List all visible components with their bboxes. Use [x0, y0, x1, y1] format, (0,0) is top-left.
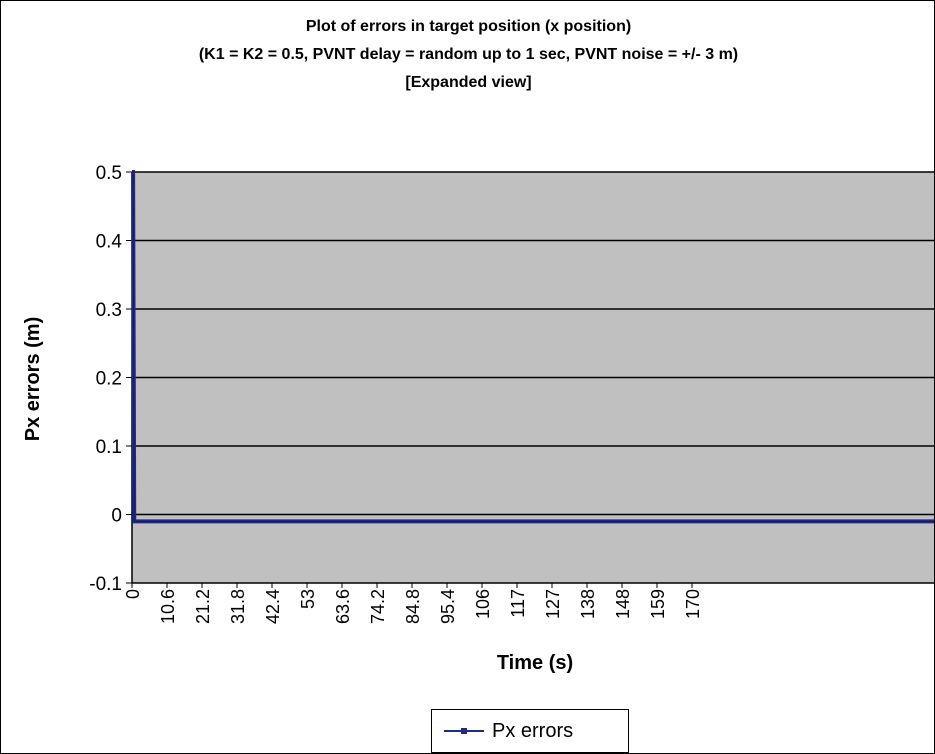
x-axis-title: Time (s): [497, 652, 573, 674]
chart-title-line-3: [Expanded view]: [405, 74, 532, 91]
y-axis-title: Px errors (m): [22, 317, 44, 442]
x-tick-label-14: 148: [613, 589, 633, 619]
series-line-0: [131, 170, 934, 524]
x-tick-label-9: 95.4: [438, 589, 458, 624]
y-tick-label-3: 0.2: [96, 369, 122, 390]
y-tick-label-6: 0.5: [96, 163, 122, 184]
x-tick-label-0: 0: [123, 589, 143, 599]
legend: Px errors: [431, 709, 629, 753]
chart-title-line-2: (K1 = K2 = 0.5, PVNT delay = random up t…: [198, 46, 739, 63]
y-tick-label-5: 0.4: [96, 232, 123, 253]
x-tick-label-12: 127: [543, 589, 563, 619]
x-tick-label-3: 31.8: [228, 589, 248, 624]
x-tick-label-13: 138: [578, 589, 598, 619]
x-tick-label-4: 42.4: [263, 589, 283, 624]
x-tick-label-8: 84.8: [403, 589, 423, 624]
x-tick-label-10: 106: [473, 589, 493, 619]
x-tick-label-15: 159: [648, 589, 668, 619]
legend-swatch-px-errors: [444, 724, 484, 738]
x-tick-label-1: 10.6: [158, 589, 178, 624]
y-tick-label-2: 0.1: [96, 437, 122, 458]
chart-title-line-1: Plot of errors in target position (x pos…: [305, 18, 632, 35]
x-tick-label-5: 53: [298, 589, 318, 609]
y-tick-label-4: 0.3: [96, 300, 122, 321]
y-tick-label-0: -0.1: [89, 574, 122, 595]
x-tick-label-11: 117: [508, 589, 528, 618]
y-tick-label-1: 0: [111, 506, 122, 527]
x-tick-label-6: 63.6: [333, 589, 353, 624]
x-tick-label-7: 74.2: [368, 589, 388, 624]
legend-label-px-errors: Px errors: [492, 719, 574, 742]
x-tick-label-16: 170: [683, 589, 703, 619]
x-tick-label-2: 21.2: [193, 589, 213, 624]
series-line-overlay-0: [132, 171, 934, 522]
